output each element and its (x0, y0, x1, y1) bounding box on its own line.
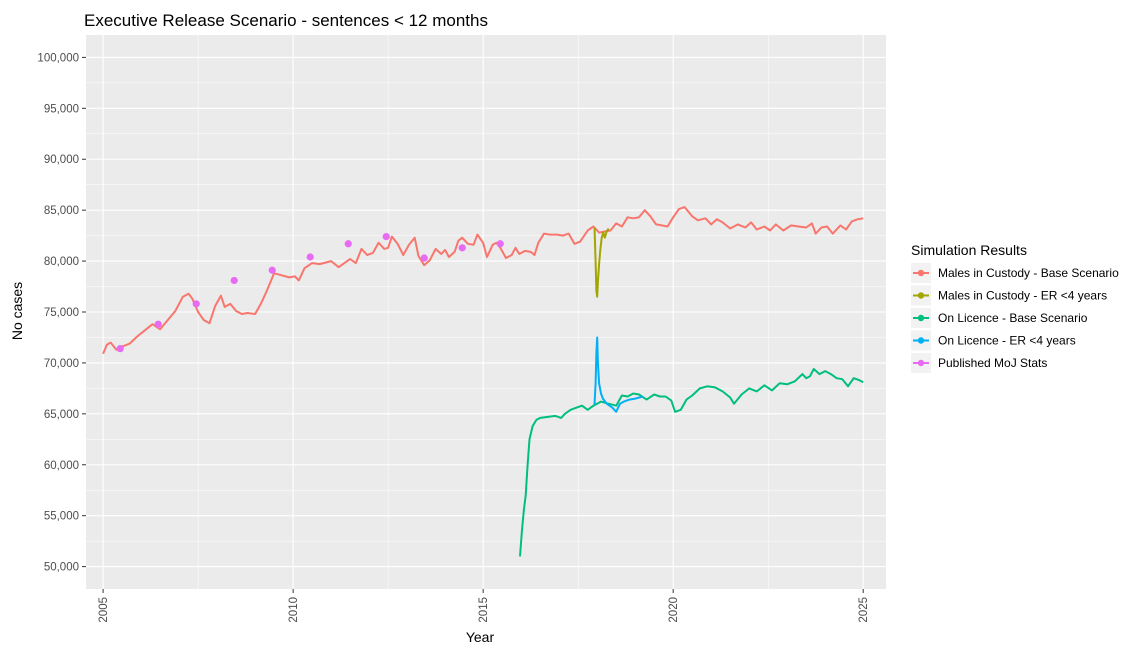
legend-key-dot-on-licence-er-4-years (917, 337, 925, 344)
data-point-published-moj-stats (192, 300, 200, 308)
y-tick-label: 85,000 (44, 205, 79, 217)
y-tick-label: 90,000 (44, 154, 79, 166)
data-point-published-moj-stats (306, 253, 314, 261)
y-tick-label: 100,000 (37, 52, 79, 64)
legend-key-dot-published-moj-stats (917, 359, 925, 367)
x-tick-label: 2025 (858, 597, 870, 623)
data-point-published-moj-stats (344, 240, 352, 248)
x-axis-title: Year (466, 629, 495, 645)
data-point-published-moj-stats (382, 233, 390, 241)
legend-label-on-licence-base-scenario: On Licence - Base Scenario (938, 311, 1088, 325)
data-point-published-moj-stats (116, 345, 124, 353)
series-line-on-licence-base-scenario (519, 368, 864, 557)
y-tick-label: 95,000 (44, 103, 79, 115)
legend: Simulation Results Males in Custody - Ba… (911, 242, 1119, 373)
x-tick-label: 2015 (478, 597, 490, 623)
x-axis: 2005 2010 2015 2020 2025 (98, 589, 870, 623)
series-layer (102, 206, 864, 557)
data-point-published-moj-stats (458, 244, 466, 252)
y-tick-label: 50,000 (44, 562, 79, 574)
y-tick-label: 75,000 (44, 307, 79, 319)
x-tick-label: 2005 (98, 597, 110, 623)
y-axis-title: No cases (9, 282, 25, 340)
y-axis: 50,000 55,000 60,000 65,000 70,000 75,000 80,0… (37, 52, 86, 574)
legend-key-dot-males-in-custody-er-4-years (917, 292, 925, 299)
x-tick-label: 2020 (668, 597, 680, 623)
series-line-on-licence-er-4-years (593, 336, 644, 413)
data-point-published-moj-stats (154, 320, 162, 328)
legend-key-dot-males-in-custody-base-scenario (917, 269, 925, 277)
series-line-males-in-custody-base-scenario (102, 206, 864, 355)
legend-label-published-moj-stats: Published MoJ Stats (938, 356, 1047, 370)
series-line-males-in-custody-er-4-years (593, 227, 610, 298)
y-tick-label: 65,000 (44, 409, 79, 421)
legend-title: Simulation Results (911, 242, 1027, 258)
chart-title: Executive Release Scenario - sentences <… (84, 11, 488, 30)
data-point-published-moj-stats (268, 266, 276, 274)
data-point-published-moj-stats (420, 254, 428, 262)
data-point-published-moj-stats (230, 276, 238, 285)
legend-key-dot-on-licence-base-scenario (917, 314, 925, 322)
legend-label-males-in-custody-er-4-years: Males in Custody - ER <4 years (938, 289, 1107, 303)
legend-label-on-licence-er-4-years: On Licence - ER <4 years (938, 334, 1076, 348)
y-tick-label: 80,000 (44, 256, 79, 268)
legend-label-males-in-custody-base-scenario: Males in Custody - Base Scenario (938, 266, 1119, 280)
y-tick-label: 55,000 (44, 511, 79, 523)
legend-items: Males in Custody - Base Scenario Males in… (911, 263, 1119, 373)
data-point-published-moj-stats (496, 240, 504, 248)
major-gridlines (86, 35, 886, 589)
y-tick-label: 60,000 (44, 460, 79, 472)
y-tick-label: 70,000 (44, 358, 79, 370)
x-tick-label: 2010 (288, 597, 300, 623)
